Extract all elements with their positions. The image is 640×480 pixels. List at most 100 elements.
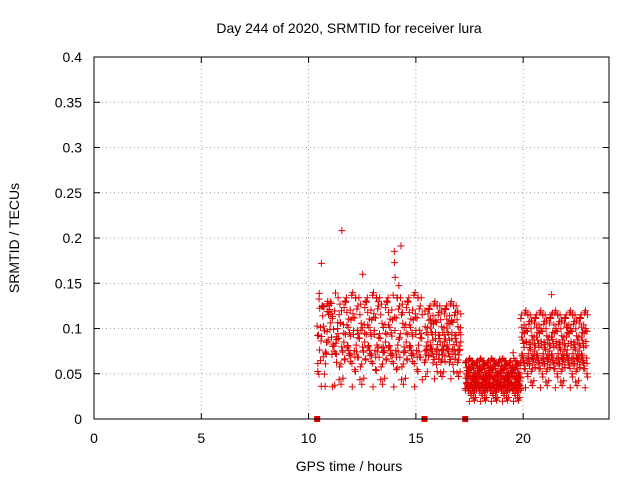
data-point bbox=[316, 323, 324, 331]
data-point bbox=[357, 300, 365, 308]
data-point bbox=[391, 259, 399, 267]
data-point bbox=[361, 338, 369, 346]
data-point bbox=[541, 311, 549, 319]
data-point bbox=[317, 357, 325, 365]
data-point bbox=[407, 323, 415, 331]
data-point bbox=[544, 336, 552, 344]
data-point bbox=[456, 368, 464, 376]
data-point bbox=[366, 329, 374, 337]
data-point bbox=[553, 327, 561, 335]
data-point bbox=[560, 377, 568, 385]
data-point bbox=[379, 323, 387, 331]
data-point bbox=[567, 307, 575, 315]
data-point bbox=[356, 363, 364, 371]
data-point bbox=[338, 343, 346, 351]
data-point bbox=[358, 380, 366, 388]
data-point bbox=[388, 351, 396, 359]
data-point bbox=[538, 370, 546, 378]
data-point bbox=[411, 313, 419, 321]
data-point bbox=[343, 294, 351, 302]
y-tick-label: 0.25 bbox=[55, 185, 82, 201]
data-point bbox=[373, 348, 381, 356]
data-point bbox=[567, 342, 575, 350]
data-point bbox=[428, 319, 436, 327]
data-point bbox=[408, 349, 416, 357]
data-point bbox=[548, 335, 556, 343]
data-point bbox=[452, 302, 460, 310]
data-point bbox=[523, 327, 531, 335]
data-point bbox=[399, 309, 407, 317]
data-point bbox=[582, 307, 590, 315]
data-point bbox=[425, 305, 433, 313]
data-point bbox=[354, 302, 362, 310]
data-point bbox=[440, 310, 448, 318]
data-point bbox=[321, 360, 329, 368]
data-point bbox=[542, 345, 550, 353]
data-point bbox=[505, 393, 513, 401]
data-point bbox=[522, 307, 530, 315]
data-point bbox=[416, 334, 424, 342]
data-point bbox=[537, 307, 545, 315]
data-point bbox=[354, 353, 362, 361]
data-point bbox=[449, 318, 457, 326]
data-point bbox=[563, 346, 571, 354]
data-point bbox=[417, 353, 425, 361]
data-point bbox=[339, 348, 347, 356]
data-point bbox=[439, 342, 447, 350]
data-point bbox=[404, 298, 412, 306]
data-point bbox=[576, 315, 584, 323]
data-point bbox=[528, 316, 536, 324]
data-point bbox=[451, 335, 459, 343]
data-point bbox=[418, 334, 426, 342]
data-point bbox=[415, 348, 423, 356]
data-point bbox=[526, 344, 534, 352]
data-point bbox=[370, 313, 378, 321]
y-tick-label: 0.35 bbox=[55, 94, 82, 110]
data-point bbox=[578, 336, 586, 344]
data-point bbox=[385, 341, 393, 349]
data-point bbox=[456, 346, 464, 354]
y-tick-label: 0 bbox=[74, 411, 82, 427]
data-point bbox=[316, 346, 324, 354]
data-point bbox=[328, 312, 336, 320]
data-point bbox=[445, 312, 453, 320]
chart-title: Day 244 of 2020, SRMTID for receiver lur… bbox=[216, 20, 482, 36]
data-point bbox=[527, 325, 535, 333]
data-point bbox=[377, 311, 385, 319]
data-point bbox=[428, 347, 436, 355]
data-point bbox=[552, 342, 560, 350]
data-point bbox=[554, 373, 562, 381]
data-point bbox=[577, 311, 585, 319]
x-tick-label: 10 bbox=[301, 430, 317, 446]
data-point bbox=[383, 297, 391, 305]
data-point bbox=[392, 314, 400, 322]
data-point bbox=[317, 259, 325, 267]
data-point bbox=[441, 335, 449, 343]
data-point bbox=[445, 359, 453, 367]
data-point bbox=[406, 341, 414, 349]
data-point bbox=[397, 376, 405, 384]
data-point bbox=[447, 356, 455, 364]
data-point bbox=[369, 383, 377, 391]
data-point bbox=[546, 363, 554, 371]
data-point bbox=[319, 312, 327, 320]
data-point bbox=[566, 384, 574, 392]
data-point bbox=[320, 322, 328, 330]
data-point bbox=[397, 242, 405, 250]
data-point bbox=[389, 359, 397, 367]
data-point bbox=[367, 358, 375, 366]
data-point bbox=[369, 359, 377, 367]
data-point bbox=[410, 359, 418, 367]
data-point bbox=[356, 311, 364, 319]
data-point bbox=[440, 368, 448, 376]
data-point bbox=[375, 334, 383, 342]
data-point bbox=[372, 366, 380, 374]
data-point bbox=[443, 324, 451, 332]
data-point bbox=[395, 335, 403, 343]
data-point bbox=[559, 336, 567, 344]
data-point bbox=[331, 289, 339, 297]
data-point bbox=[346, 358, 354, 366]
data-point bbox=[573, 365, 581, 373]
data-point bbox=[371, 314, 379, 322]
y-tick-label: 0.4 bbox=[63, 49, 83, 65]
